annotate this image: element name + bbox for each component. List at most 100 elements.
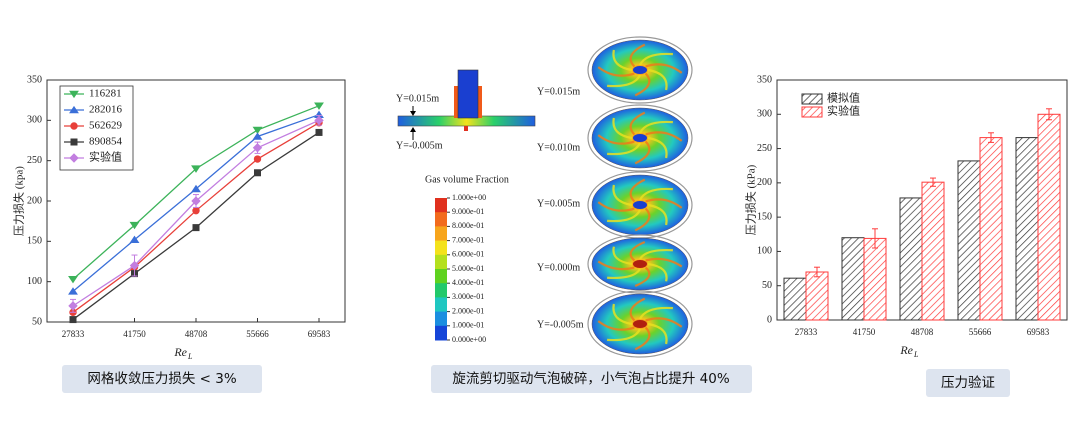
- colorbar-label: 6.000e-01: [452, 250, 484, 259]
- legend-label: 116281: [89, 88, 122, 100]
- slice-core: [633, 320, 647, 328]
- x-tick-label: 69583: [1027, 327, 1050, 337]
- slice-core: [633, 134, 647, 142]
- swirl: [597, 260, 635, 271]
- y-tick-label: 150: [757, 211, 772, 222]
- bar: [921, 181, 945, 321]
- x-tick-label: 27833: [62, 329, 85, 339]
- bar: [863, 237, 887, 321]
- swirl: [647, 68, 668, 91]
- legend-label: 282016: [89, 104, 123, 116]
- marker: [192, 206, 200, 215]
- marker: [129, 221, 140, 230]
- bar: [1015, 137, 1039, 321]
- y-tick-label: 250: [757, 143, 772, 154]
- swirl: [629, 178, 646, 203]
- swirl: [634, 140, 651, 165]
- slice-label: Y=0.015m: [537, 86, 580, 97]
- caption: 旋流剪切驱动气泡破碎，小气泡占比提升 40%: [452, 371, 729, 387]
- legend-label: 实验值: [89, 150, 122, 164]
- y-tick-label: 50: [762, 280, 772, 291]
- colorbar-swatch: [435, 240, 447, 256]
- y-tick-label: 100: [757, 246, 772, 257]
- colorbar-swatch: [435, 212, 447, 227]
- chart: 50 100 150 200 250 300 350 27833 41750 48708 55666…: [12, 74, 346, 361]
- swirl: [629, 241, 646, 262]
- x-tick-label: 27833: [795, 327, 818, 337]
- swirl: [634, 266, 651, 287]
- swirl: [647, 322, 668, 345]
- slice-label: Y=0.010m: [537, 142, 580, 153]
- colorbar-swatch: [435, 226, 447, 242]
- y-tick-label: 300: [27, 115, 42, 126]
- swirl: [607, 74, 641, 88]
- swirl: [634, 326, 651, 351]
- colorbar-label: 7.000e-01: [452, 235, 484, 244]
- swirl: [629, 111, 646, 136]
- slice-frame: [587, 234, 693, 294]
- bar: [783, 277, 807, 321]
- colorbar-label: 0.000e+00: [452, 335, 486, 344]
- swirl: [645, 63, 683, 74]
- x-tick-label: 48708: [185, 329, 208, 339]
- colorbar-swatch: [435, 269, 447, 284]
- swirl: [607, 268, 641, 280]
- colorbar-swatch: [435, 325, 447, 341]
- legend: 116281 282016 562629 890854 实验值: [59, 85, 134, 171]
- marker: [68, 275, 78, 284]
- x-tick-label: 69583: [308, 329, 331, 339]
- schematic: [397, 69, 536, 140]
- colorbar: 1.000e+00 9.000e-01 8.000e-01 7.000e-01 6.00…: [435, 193, 486, 344]
- y-tick-label: 200: [757, 177, 772, 188]
- colorbar-title: Gas volume Fraction: [425, 174, 509, 185]
- marker: [69, 153, 79, 163]
- bar: [899, 197, 923, 321]
- marker: [191, 196, 201, 206]
- legend-label: 890854: [89, 136, 123, 148]
- marker: [70, 138, 78, 146]
- swirl: [612, 184, 633, 207]
- colorbar-swatch: [435, 311, 447, 327]
- colorbar-label: 4.000e-01: [452, 278, 484, 287]
- marker: [68, 287, 78, 295]
- y-tick-label: 150: [27, 236, 42, 247]
- marker: [129, 235, 140, 244]
- marker: [70, 122, 78, 130]
- slices: [587, 36, 693, 358]
- colorbar-swatch: [435, 283, 447, 298]
- y-tick-label: 100: [27, 276, 42, 287]
- y-tick-label: 50: [32, 316, 42, 327]
- bar: [979, 137, 1003, 321]
- caption: 压力验证: [941, 375, 995, 391]
- marker: [129, 260, 140, 271]
- swirl: [645, 257, 683, 268]
- swirl: [634, 207, 651, 232]
- swirl: [629, 43, 646, 68]
- swirl: [597, 320, 635, 331]
- swirl: [645, 198, 683, 209]
- caption-box: [926, 369, 1010, 397]
- slice-core: [633, 260, 647, 268]
- colorbar-swatch: [435, 254, 447, 270]
- x-axis-label-sub: L: [187, 352, 193, 361]
- swirl: [639, 187, 673, 201]
- colorbar-label: 2.000e-01: [452, 306, 484, 315]
- x-tick-label: 55666: [969, 327, 992, 337]
- x-axis-label: Re: [173, 345, 187, 359]
- swirl: [639, 306, 673, 320]
- marker: [191, 184, 201, 193]
- y-tick-label: 300: [757, 109, 772, 120]
- swirl: [607, 142, 641, 156]
- y-tick-label: 350: [757, 74, 772, 85]
- marker: [314, 102, 324, 110]
- slice-frame: [587, 290, 693, 358]
- colorbar-label: 9.000e-01: [452, 207, 484, 216]
- y-tick-label: 250: [27, 155, 42, 166]
- bar: [957, 160, 981, 321]
- marker: [68, 301, 78, 311]
- marker: [315, 128, 323, 136]
- swirl: [634, 72, 651, 97]
- colorbar-label: 1.000e-01: [452, 321, 484, 330]
